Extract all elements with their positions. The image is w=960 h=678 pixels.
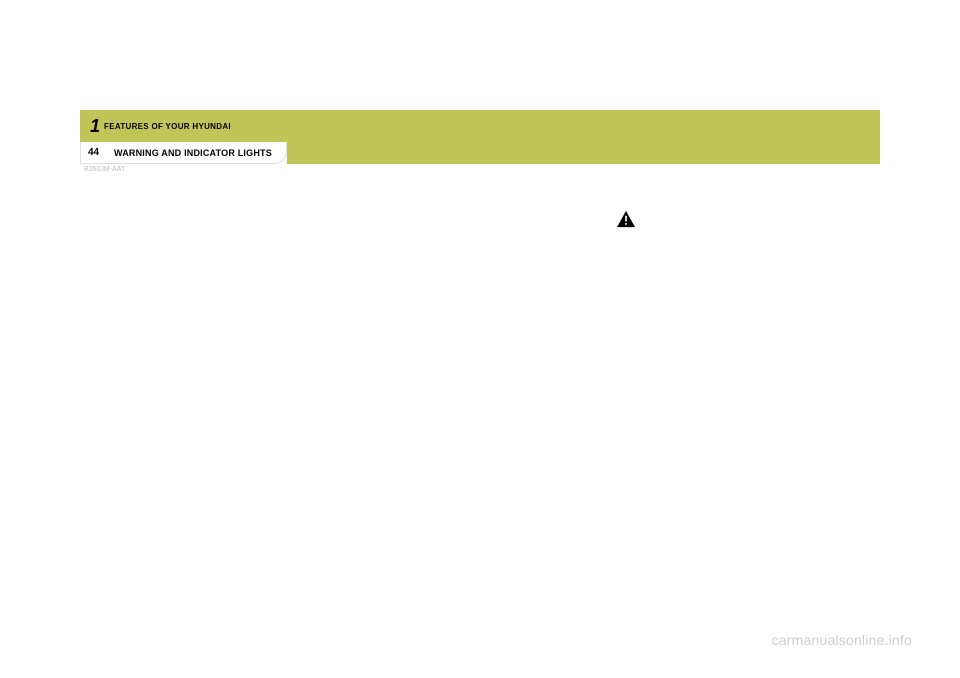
chapter-title: FEATURES OF YOUR HYUNDAI	[104, 122, 231, 131]
section-heading: WARNING AND INDICATOR LIGHTS	[114, 148, 272, 158]
warning-triangle-icon	[616, 210, 636, 228]
subheader-row: 44 WARNING AND INDICATOR LIGHTS	[80, 142, 880, 164]
reference-code: B260JM-AAT	[84, 166, 880, 173]
page-number: 44	[80, 142, 106, 164]
header-fill	[287, 142, 880, 164]
chapter-number: 1	[90, 116, 100, 137]
section-heading-tab: WARNING AND INDICATOR LIGHTS	[106, 142, 287, 164]
watermark-text: carmanualsonline.info	[772, 632, 912, 648]
manual-page: 1 FEATURES OF YOUR HYUNDAI 44 WARNING AN…	[80, 110, 880, 173]
chapter-header-bar: 1 FEATURES OF YOUR HYUNDAI	[80, 110, 880, 142]
